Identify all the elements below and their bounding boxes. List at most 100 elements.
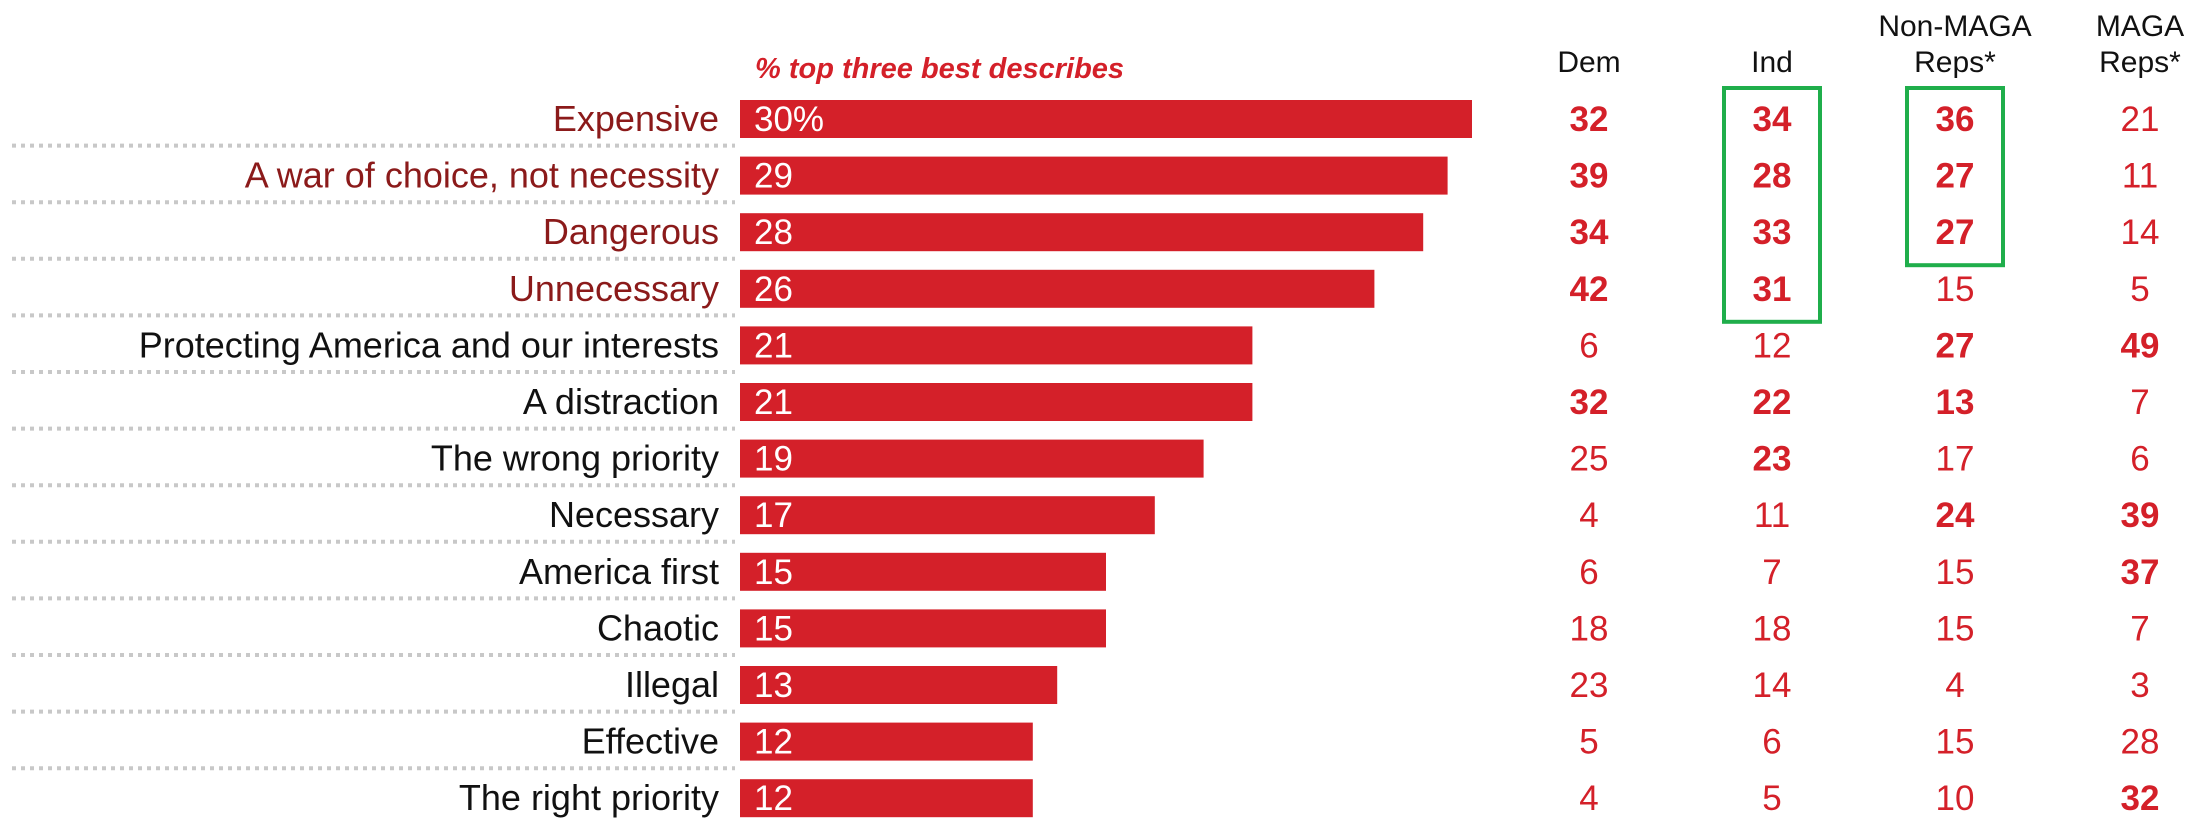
cell-col1-row9: 18 — [1753, 609, 1792, 648]
cell-col2-row0: 36 — [1936, 100, 1975, 139]
highlight-box-1 — [1905, 86, 2005, 268]
chart-subtitle: % top three best describes — [755, 53, 1124, 85]
cell-col0-row12: 4 — [1579, 779, 1598, 818]
cell-col1-row8: 7 — [1762, 553, 1781, 592]
bar-12 — [740, 779, 1033, 818]
bar-0 — [740, 100, 1472, 138]
cell-col2-row12: 10 — [1936, 779, 1975, 818]
category-labels: Expensive A war of choice, not necessity D… — [139, 98, 719, 818]
cell-col1-row4: 12 — [1753, 326, 1792, 365]
category-label-4: Protecting America and our interests — [139, 324, 719, 365]
cell-col2-row11: 15 — [1936, 723, 1975, 762]
highlight-box-0 — [1722, 86, 1822, 324]
cell-col1-row10: 14 — [1753, 666, 1792, 705]
cell-col3-row10: 3 — [2130, 666, 2149, 705]
column-header-3-line-0: MAGA — [2096, 10, 2184, 43]
bar-10 — [740, 666, 1058, 704]
bar-7 — [740, 496, 1155, 535]
cell-col2-row10: 4 — [1945, 666, 1964, 705]
cell-col3-row7: 39 — [2121, 496, 2160, 535]
bar-value-label-1: 29 — [754, 157, 793, 196]
cell-col1-row1: 28 — [1753, 157, 1792, 196]
cell-col3-row6: 6 — [2130, 440, 2149, 479]
bar-9 — [740, 609, 1106, 648]
cell-col3-row8: 37 — [2121, 553, 2160, 592]
cell-col2-row5: 13 — [1936, 383, 1975, 422]
cell-col2-row8: 15 — [1936, 553, 1975, 592]
cell-col3-row4: 49 — [2121, 326, 2160, 365]
cell-col0-row9: 18 — [1570, 609, 1609, 648]
bar-value-label-3: 26 — [754, 270, 793, 309]
column-header-1-line-0: Ind — [1751, 46, 1793, 79]
category-label-0: Expensive — [553, 98, 719, 139]
cell-col1-row2: 33 — [1753, 213, 1792, 252]
cell-col0-row7: 4 — [1579, 496, 1598, 535]
highlight-boxes — [1722, 86, 2005, 324]
cell-col2-row3: 15 — [1936, 270, 1975, 309]
bar-4 — [740, 326, 1253, 365]
bar-value-label-8: 15 — [754, 553, 793, 592]
cell-col0-row0: 32 — [1570, 100, 1609, 139]
cell-col1-row11: 6 — [1762, 723, 1781, 762]
column-header-2-line-1: Reps* — [1914, 46, 1996, 79]
bar-value-label-2: 28 — [754, 213, 793, 252]
category-label-12: The right priority — [459, 777, 719, 818]
bar-value-label-4: 21 — [754, 326, 793, 365]
category-label-1: A war of choice, not necessity — [245, 155, 719, 196]
bar-value-label-12: 12 — [754, 779, 793, 818]
bar-5 — [740, 383, 1253, 421]
cell-col0-row8: 6 — [1579, 553, 1598, 592]
bar-8 — [740, 552, 1106, 591]
bars: 30% 29 28 26 21 21 19 17 15 15 13 12 12 — [740, 100, 1472, 818]
cell-col3-row9: 7 — [2130, 609, 2149, 648]
cell-col2-row4: 27 — [1936, 326, 1975, 365]
cell-col0-row11: 5 — [1579, 723, 1598, 762]
category-label-9: Chaotic — [597, 607, 719, 648]
bar-value-label-9: 15 — [754, 609, 793, 648]
cell-col0-row2: 34 — [1570, 213, 1609, 252]
cell-col0-row10: 23 — [1570, 666, 1609, 705]
category-label-8: America first — [519, 551, 719, 592]
cell-col3-row0: 21 — [2121, 100, 2160, 139]
column-header-3-line-1: Reps* — [2099, 46, 2181, 79]
cell-col0-row4: 6 — [1579, 326, 1598, 365]
bar-11 — [740, 722, 1033, 761]
cell-col3-row5: 7 — [2130, 383, 2149, 422]
bar-value-label-11: 12 — [754, 723, 793, 762]
category-label-2: Dangerous — [543, 211, 719, 252]
row-dotted-rules — [12, 143, 735, 771]
cell-col1-row3: 31 — [1753, 270, 1792, 309]
cell-col2-row1: 27 — [1936, 157, 1975, 196]
bar-1 — [740, 156, 1448, 195]
cell-col0-row1: 39 — [1570, 157, 1609, 196]
bar-value-label-7: 17 — [754, 496, 793, 535]
bar-2 — [740, 213, 1424, 252]
cell-col3-row2: 14 — [2121, 213, 2160, 252]
cell-col3-row12: 32 — [2121, 779, 2160, 818]
cell-col1-row6: 23 — [1753, 440, 1792, 479]
category-label-11: Effective — [582, 721, 719, 762]
cell-col3-row3: 5 — [2130, 270, 2149, 309]
column-header-2-line-0: Non-MAGA — [1878, 10, 2031, 43]
category-label-10: Illegal — [625, 664, 719, 705]
bar-value-label-10: 13 — [754, 666, 793, 705]
cell-col2-row6: 17 — [1936, 440, 1975, 479]
bar-3 — [740, 269, 1375, 308]
bar-value-label-5: 21 — [754, 383, 793, 422]
category-label-5: A distraction — [523, 381, 719, 422]
cell-col0-row6: 25 — [1570, 440, 1609, 479]
bar-6 — [740, 439, 1204, 478]
cell-col1-row7: 11 — [1754, 496, 1790, 535]
cell-col2-row9: 15 — [1936, 609, 1975, 648]
cell-col3-row11: 28 — [2121, 723, 2160, 762]
cell-col2-row2: 27 — [1936, 213, 1975, 252]
column-header-0-line-0: Dem — [1557, 46, 1620, 79]
cell-col3-row1: 11 — [2122, 157, 2158, 196]
category-label-3: Unnecessary — [509, 268, 719, 309]
category-label-7: Necessary — [549, 494, 719, 535]
cell-col0-row3: 42 — [1570, 270, 1609, 309]
cell-col0-row5: 32 — [1570, 383, 1609, 422]
